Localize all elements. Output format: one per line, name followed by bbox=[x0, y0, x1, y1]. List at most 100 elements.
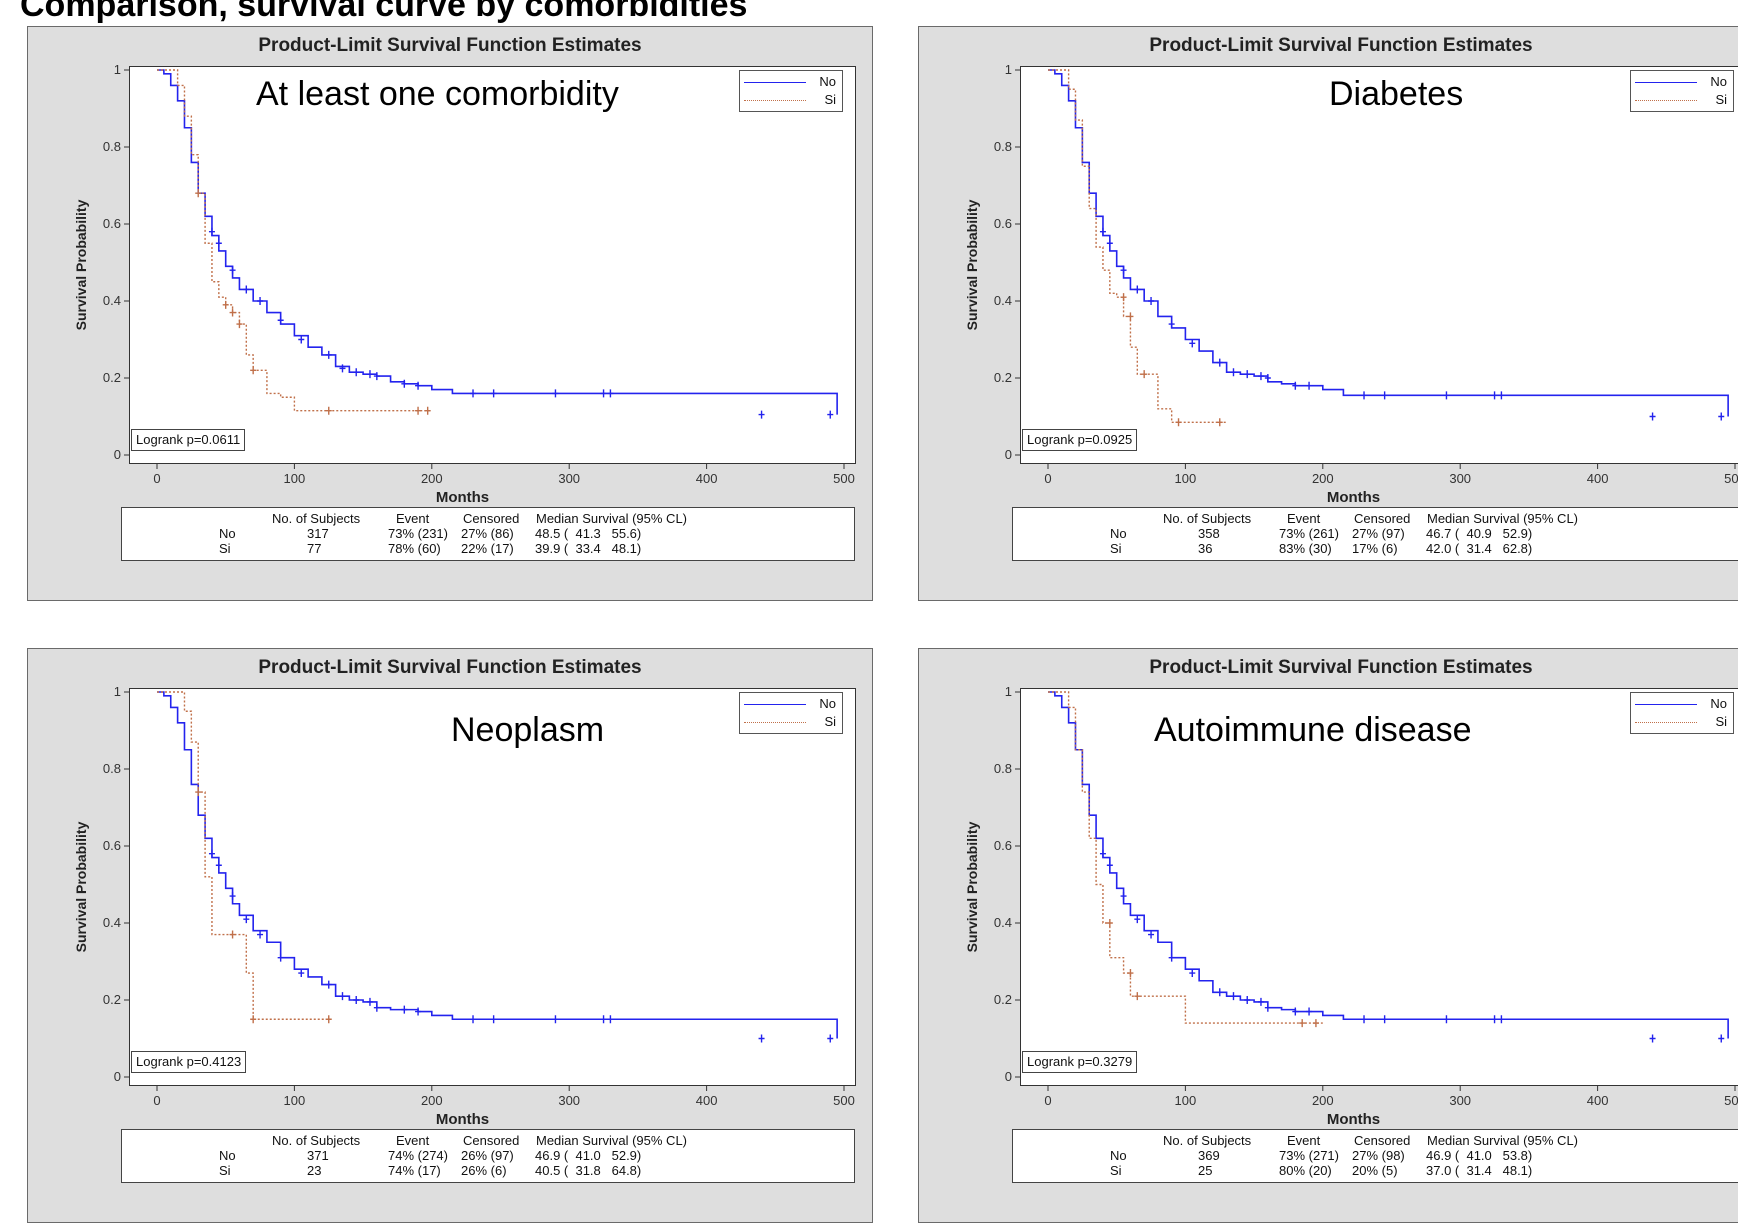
censor-mark-si bbox=[424, 406, 431, 415]
legend-swatch bbox=[744, 82, 806, 83]
table-header: Censored bbox=[1354, 1133, 1411, 1148]
censor-mark-si bbox=[229, 930, 236, 939]
legend-swatch bbox=[1635, 82, 1697, 83]
logrank-pvalue: Logrank p=0.0925 bbox=[1022, 429, 1138, 451]
km-panel-diabetes: Product-Limit Survival Function Estimate… bbox=[918, 26, 1738, 601]
x-axis-title: Months bbox=[1327, 1111, 1380, 1128]
censor-mark-no bbox=[366, 370, 373, 379]
x-tick-label: 200 bbox=[421, 1093, 443, 1108]
censor-mark-si bbox=[229, 308, 236, 317]
legend-label: No bbox=[819, 74, 836, 89]
table-cell-event: 73% (271) bbox=[1279, 1148, 1339, 1163]
censor-mark-no bbox=[607, 1015, 614, 1024]
y-tick-label: 1 bbox=[114, 62, 121, 77]
censor-mark-no bbox=[415, 381, 422, 390]
y-tick-label: 0.8 bbox=[103, 761, 121, 776]
censor-mark-no bbox=[1491, 391, 1498, 400]
censor-mark-no bbox=[243, 285, 250, 294]
censor-mark-no bbox=[298, 335, 305, 344]
km-panel-comorbidity: Product-Limit Survival Function Estimate… bbox=[27, 26, 873, 601]
x-tick-label: 500 bbox=[833, 1093, 855, 1108]
legend-swatch bbox=[1635, 100, 1697, 101]
y-axis-title: Survival Probability bbox=[964, 199, 980, 330]
legend-item: Si bbox=[1635, 713, 1729, 731]
table-cell-subjects: 317 bbox=[307, 526, 329, 541]
y-tick-label: 1 bbox=[1005, 684, 1012, 699]
summary-table: No. of Subjects Event Censored Median Survi… bbox=[121, 507, 855, 561]
table-header: Median Survival (95% CL) bbox=[536, 511, 688, 526]
plot-area bbox=[129, 66, 856, 464]
logrank-pvalue: Logrank p=0.3279 bbox=[1022, 1051, 1138, 1073]
censor-mark-no bbox=[366, 997, 373, 1006]
chart-title: Product-Limit Survival Function Estimate… bbox=[1149, 657, 1533, 678]
survival-curve-si bbox=[157, 691, 329, 1020]
censor-mark-no bbox=[1148, 930, 1155, 939]
censor-mark-si bbox=[415, 406, 422, 415]
table-header: Event bbox=[1287, 511, 1321, 526]
censor-mark-no bbox=[552, 389, 559, 398]
y-tick-label: 0.2 bbox=[994, 992, 1012, 1007]
censor-mark-no bbox=[1216, 358, 1223, 367]
censor-mark-no bbox=[353, 996, 360, 1004]
y-tick-label: 1 bbox=[1005, 62, 1012, 77]
censor-mark-no bbox=[1498, 1015, 1505, 1024]
x-tick-label: 100 bbox=[284, 471, 306, 486]
survival-curve-no bbox=[1048, 69, 1729, 417]
x-tick-label: 400 bbox=[696, 471, 718, 486]
censor-mark-no bbox=[1189, 969, 1196, 978]
censor-mark-no bbox=[208, 849, 215, 858]
censor-mark-no bbox=[373, 1003, 380, 1012]
censor-mark-no bbox=[1498, 391, 1505, 400]
legend-swatch bbox=[1635, 722, 1697, 723]
censor-mark-no bbox=[1120, 266, 1127, 275]
x-tick-label: 0 bbox=[153, 1093, 160, 1108]
table-cell-subjects: 358 bbox=[1198, 526, 1220, 541]
censor-mark-si bbox=[1216, 418, 1223, 427]
legend: No Si bbox=[739, 70, 843, 112]
censor-mark-no bbox=[1230, 992, 1237, 1001]
legend: No Si bbox=[739, 692, 843, 734]
summary-table: No. of Subjects Event Censored Median Survi… bbox=[121, 1129, 855, 1183]
y-tick-label: 0.2 bbox=[103, 370, 121, 385]
x-tick-label: 0 bbox=[1044, 1093, 1051, 1108]
censor-mark-no bbox=[827, 1034, 834, 1043]
table-header: Event bbox=[396, 511, 430, 526]
x-tick-label: 300 bbox=[558, 1093, 580, 1108]
x-tick-label: 500 bbox=[1724, 471, 1738, 486]
censor-mark-no bbox=[208, 227, 215, 236]
table-header: No. of Subjects bbox=[1163, 511, 1252, 526]
censor-mark-no bbox=[1189, 339, 1196, 348]
y-axis-title: Survival Probability bbox=[73, 199, 89, 330]
table-cell-censored: 20% (5) bbox=[1352, 1163, 1398, 1178]
table-cell-censored: 22% (17) bbox=[461, 541, 514, 556]
table-cell-median: 46.7 ( 40.9 52.9) bbox=[1426, 526, 1533, 541]
legend-swatch bbox=[744, 100, 806, 101]
censor-mark-no bbox=[1230, 368, 1237, 377]
x-tick-label: 400 bbox=[1587, 471, 1609, 486]
censor-mark-no bbox=[373, 372, 380, 381]
censor-mark-no bbox=[1168, 320, 1175, 329]
censor-mark-no bbox=[257, 930, 264, 939]
censor-mark-si bbox=[1120, 293, 1127, 302]
table-cell-group: No bbox=[219, 1148, 236, 1163]
table-cell-event: 80% (20) bbox=[1279, 1163, 1332, 1178]
table-header: No. of Subjects bbox=[272, 1133, 361, 1148]
summary-table: No. of Subjects Event Censored Median Survi… bbox=[1012, 507, 1738, 561]
table-header: Event bbox=[396, 1133, 430, 1148]
survival-curve-si bbox=[1048, 69, 1227, 423]
censor-mark-no bbox=[243, 915, 250, 924]
survival-plot-svg: 0 0.2 0.4 0.6 0.8 1 0 100 200 300 400 500 Months Surv… bbox=[964, 684, 1738, 1128]
censor-mark-no bbox=[1361, 391, 1368, 400]
censor-mark-no bbox=[552, 1015, 559, 1024]
survival-curve-no bbox=[157, 691, 838, 1039]
censor-mark-no bbox=[215, 239, 222, 248]
legend-label: No bbox=[1710, 696, 1727, 711]
survival-curve-no bbox=[1048, 691, 1729, 1039]
censor-mark-no bbox=[490, 389, 497, 398]
censor-mark-no bbox=[1491, 1015, 1498, 1024]
chart-title: Product-Limit Survival Function Estimate… bbox=[258, 35, 642, 56]
legend-item: Si bbox=[744, 713, 838, 731]
censor-mark-no bbox=[1443, 1015, 1450, 1024]
table-cell-group: No bbox=[1110, 1148, 1127, 1163]
censor-mark-si bbox=[1312, 1019, 1319, 1028]
